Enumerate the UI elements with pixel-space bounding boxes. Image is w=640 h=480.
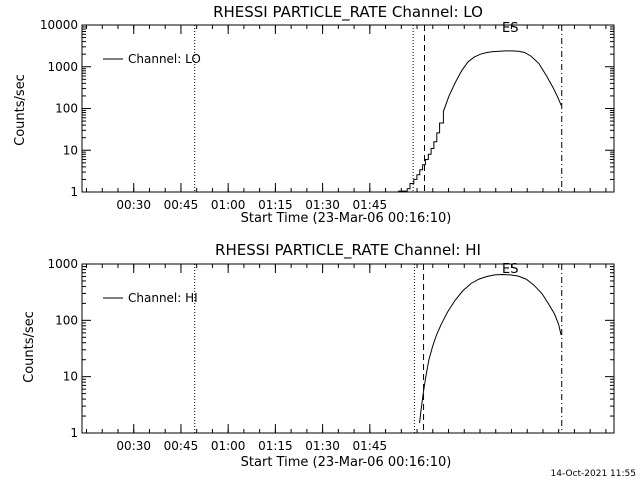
event-markers (194, 25, 563, 192)
x-axis: 00:30 00:45 01:00 01:15 01:30 01:45 (86, 25, 607, 212)
y-tick-label: 1000 (47, 257, 78, 271)
x-tick-label: 00:45 (164, 198, 199, 212)
y-tick-label: 10 (63, 143, 78, 157)
x-axis: 00:30 00:45 01:00 01:15 01:30 01:45 (86, 264, 607, 453)
y-tick-label: 1 (70, 426, 78, 440)
y-axis: 1 10 100 1000 (47, 257, 614, 440)
x-tick-label: 01:45 (353, 198, 388, 212)
plot-frame (81, 263, 615, 434)
x-tick-label: 01:00 (211, 198, 246, 212)
x-tick-label: 01:00 (211, 439, 246, 453)
x-tick-label: 01:30 (305, 439, 340, 453)
marker-label: ES (502, 262, 518, 277)
y-axis-label: Counts/sec (22, 311, 37, 383)
legend: Channel: LO (103, 52, 201, 66)
x-tick-label: 01:15 (258, 198, 293, 212)
footer-date: 14-Oct-2021 11:55 (551, 469, 636, 479)
series-line-hi (419, 273, 562, 424)
y-tick-label: 100 (55, 313, 78, 327)
marker-label: ES (502, 21, 518, 36)
event-markers (194, 264, 563, 433)
y-tick-label: 1000 (47, 60, 78, 74)
x-tick-label: 01:15 (258, 439, 293, 453)
legend-label: Channel: LO (128, 52, 201, 66)
y-axis-label: Counts/sec (13, 74, 28, 146)
x-axis-label: Start Time (23-Mar-06 00:16:10) (241, 455, 452, 470)
chart-title: RHESSI PARTICLE_RATE Channel: HI (215, 241, 481, 260)
x-tick-label: 01:30 (305, 198, 340, 212)
legend-label: Channel: HI (128, 291, 198, 305)
legend: Channel: HI (103, 291, 198, 305)
x-tick-label: 00:30 (116, 198, 151, 212)
y-tick-label: 10000 (40, 18, 78, 32)
y-axis: 1 10 100 1000 10000 (40, 18, 614, 199)
x-tick-label: 00:30 (116, 439, 151, 453)
chart-title: RHESSI PARTICLE_RATE Channel: LO (213, 3, 483, 22)
x-tick-label: 00:45 (164, 439, 199, 453)
chart-panel-lo: RHESSI PARTICLE_RATE Channel: LO Counts/… (13, 3, 615, 226)
series-line-lo (398, 50, 562, 192)
y-tick-label: 10 (63, 370, 78, 384)
x-axis-label: Start Time (23-Mar-06 00:16:10) (241, 211, 452, 226)
y-tick-label: 1 (70, 185, 78, 199)
chart-panel-hi: RHESSI PARTICLE_RATE Channel: HI Counts/… (22, 241, 615, 470)
y-tick-label: 100 (55, 102, 78, 116)
x-tick-label: 01:45 (353, 439, 388, 453)
